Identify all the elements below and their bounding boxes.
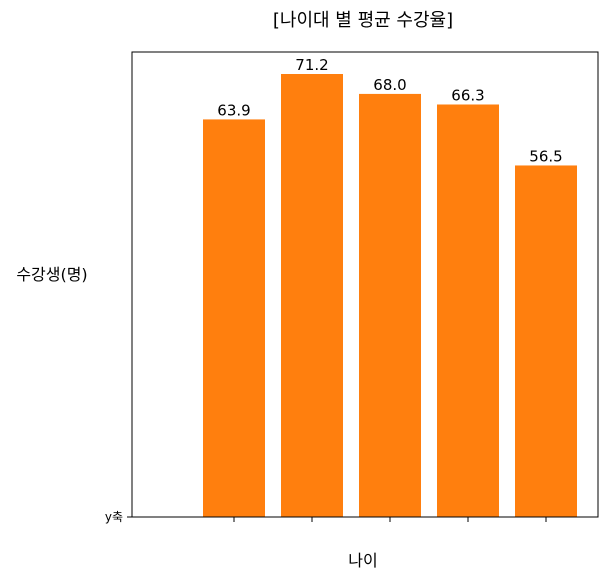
data-labels-group: 63.9 71.2 68.0 66.3 56.5 xyxy=(217,56,562,165)
x-ticks-group xyxy=(233,517,547,522)
data-label-4: 66.3 xyxy=(451,86,484,104)
data-label-2: 71.2 xyxy=(295,56,328,74)
bar-2 xyxy=(281,74,343,517)
bars-group xyxy=(203,74,577,518)
bar-5 xyxy=(515,165,577,517)
y-axis-label: 수강생(명) xyxy=(16,265,87,284)
y-tick-label: y축 xyxy=(105,510,123,524)
plot-frame xyxy=(131,51,599,518)
bar-4 xyxy=(437,104,499,517)
chart-title: [나이대 별 평균 수강율] xyxy=(273,10,453,31)
data-label-1: 63.9 xyxy=(217,101,250,119)
x-axis-label: 나이 xyxy=(348,551,377,570)
bar-3 xyxy=(359,93,421,518)
bar-1 xyxy=(203,119,265,517)
data-label-3: 68.0 xyxy=(373,76,406,94)
data-label-5: 56.5 xyxy=(529,147,562,165)
